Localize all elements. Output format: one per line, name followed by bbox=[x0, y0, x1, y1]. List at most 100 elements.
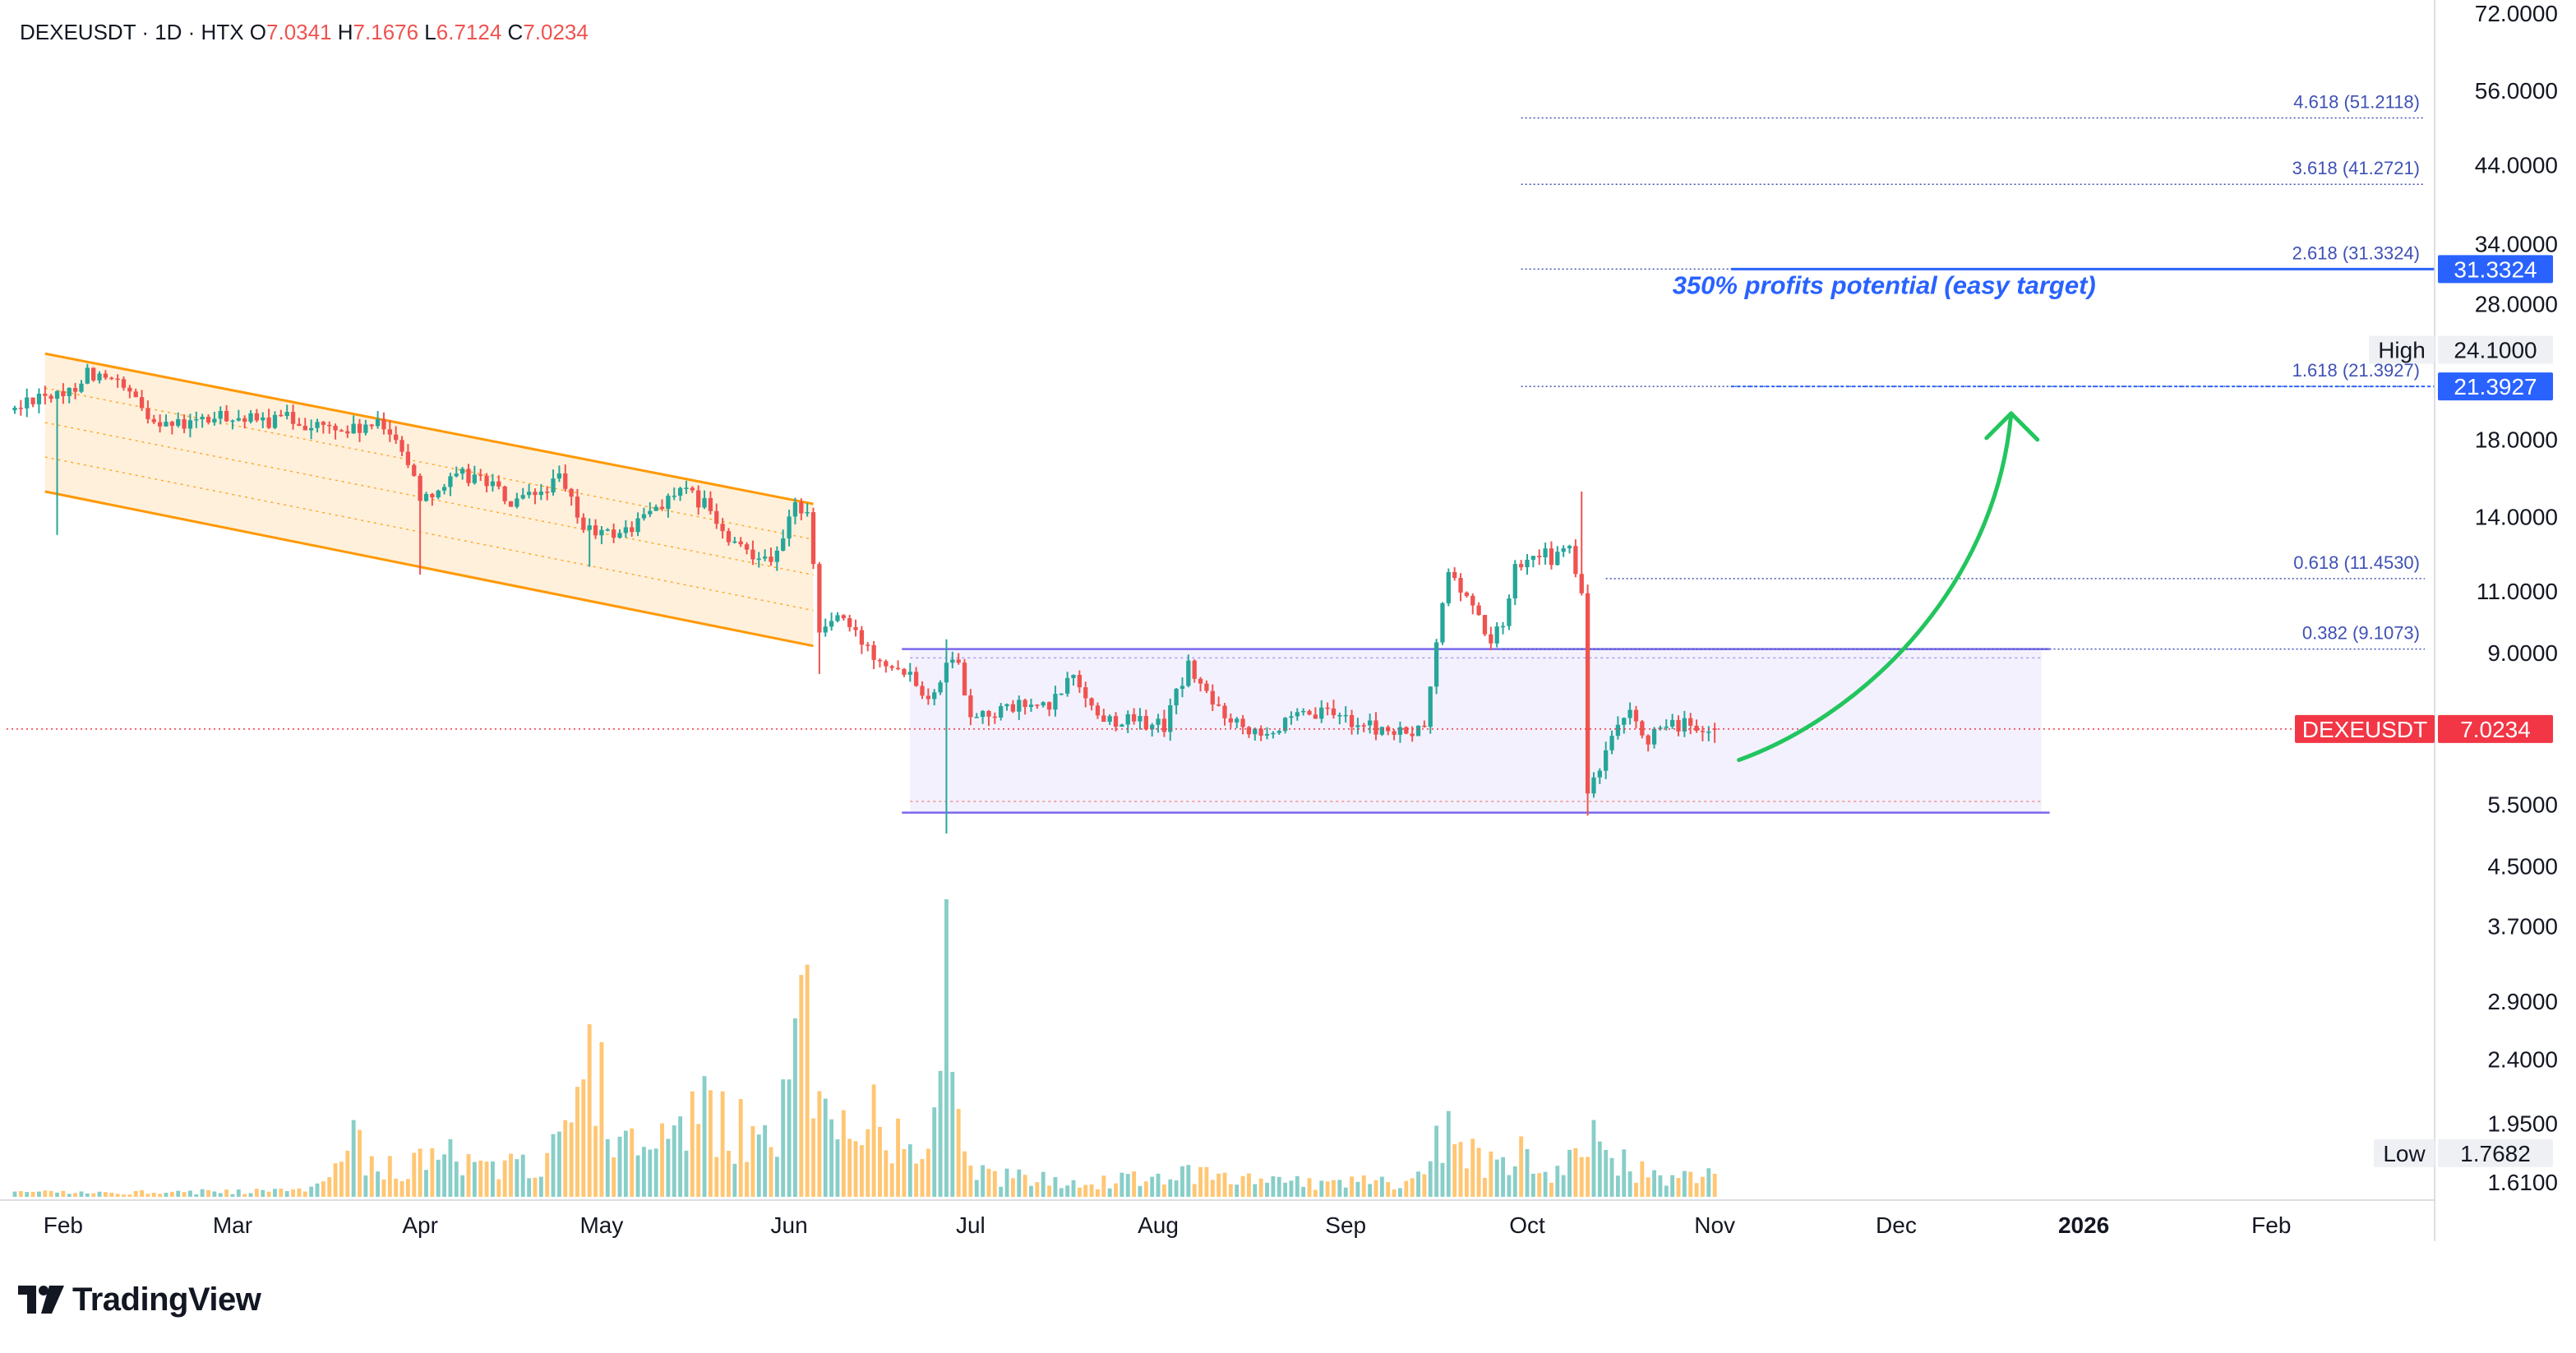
candle-body bbox=[1579, 574, 1584, 593]
volume-bar bbox=[696, 1124, 701, 1197]
candle-body bbox=[1343, 714, 1348, 717]
candle bbox=[1101, 709, 1106, 723]
volume-bar bbox=[1343, 1187, 1348, 1197]
candle bbox=[157, 414, 163, 433]
candle-body bbox=[441, 487, 447, 491]
candle-body bbox=[284, 412, 289, 416]
candle bbox=[1567, 544, 1572, 554]
candle bbox=[653, 504, 658, 511]
candle bbox=[720, 518, 725, 539]
candle bbox=[1331, 700, 1336, 719]
candle bbox=[841, 614, 846, 621]
candle bbox=[575, 488, 580, 524]
candle bbox=[605, 528, 610, 532]
volume-bar bbox=[345, 1150, 350, 1197]
volume-bar bbox=[1325, 1181, 1330, 1197]
candle-body bbox=[1646, 735, 1650, 745]
candle-body bbox=[1235, 718, 1240, 723]
candle-body bbox=[581, 517, 586, 530]
candle bbox=[714, 503, 719, 529]
candle bbox=[85, 363, 90, 385]
candle-body bbox=[1264, 733, 1270, 736]
volume-bar bbox=[907, 1144, 912, 1197]
candle bbox=[1433, 639, 1439, 695]
candle bbox=[1138, 708, 1143, 730]
candle bbox=[1712, 723, 1717, 743]
volume-bar bbox=[1258, 1178, 1263, 1197]
candle-body bbox=[799, 501, 804, 514]
volume-bar bbox=[140, 1190, 144, 1197]
candle bbox=[254, 409, 260, 423]
candle bbox=[441, 483, 447, 495]
candle-body bbox=[538, 492, 543, 496]
candle-body bbox=[1440, 603, 1445, 643]
candle-body bbox=[1537, 556, 1542, 558]
candle bbox=[1676, 715, 1681, 737]
candle-body bbox=[913, 672, 919, 686]
volume-bar bbox=[85, 1193, 90, 1197]
volume-bar bbox=[781, 1079, 786, 1197]
channel-inner-line-2 bbox=[44, 422, 814, 576]
candle-body bbox=[97, 373, 102, 381]
candle bbox=[666, 493, 671, 518]
candle bbox=[248, 409, 253, 424]
candle bbox=[1059, 693, 1064, 695]
candle bbox=[810, 507, 816, 570]
volume-bar bbox=[884, 1150, 889, 1197]
candle-body bbox=[169, 422, 175, 426]
candle bbox=[1494, 622, 1499, 648]
candle bbox=[164, 414, 169, 427]
candle bbox=[1161, 709, 1167, 737]
target-price-tag-1-bg bbox=[2438, 372, 2553, 401]
candle bbox=[169, 420, 175, 435]
candle bbox=[43, 386, 48, 405]
candle bbox=[974, 713, 979, 718]
y-tick-label-0: 72.0000 bbox=[2475, 1, 2558, 26]
candle-body bbox=[91, 367, 96, 381]
candle bbox=[545, 486, 550, 501]
candle bbox=[97, 371, 102, 384]
candle-body bbox=[847, 618, 852, 627]
candle bbox=[308, 419, 314, 440]
candle-body bbox=[327, 424, 332, 427]
candle-body bbox=[176, 419, 181, 426]
volume-layer bbox=[12, 899, 1717, 1197]
candle bbox=[1028, 698, 1034, 713]
candle-body bbox=[1228, 718, 1234, 723]
candle bbox=[448, 473, 453, 496]
candle bbox=[641, 507, 647, 521]
volume-bar bbox=[79, 1191, 84, 1197]
fib-level-label-0: 4.618 (51.2118) bbox=[2293, 91, 2420, 112]
volume-bar bbox=[133, 1190, 138, 1197]
candle bbox=[1253, 727, 1258, 741]
candle-body bbox=[1131, 713, 1137, 722]
channel-upper-line bbox=[44, 352, 814, 506]
volume-bar bbox=[430, 1148, 435, 1197]
candle bbox=[1658, 725, 1663, 731]
candle bbox=[1452, 567, 1457, 581]
candle-body bbox=[1651, 728, 1657, 745]
volume-bar bbox=[1192, 1184, 1197, 1197]
candle-body bbox=[992, 716, 997, 718]
candle-body bbox=[744, 544, 750, 550]
volume-bar bbox=[194, 1194, 199, 1197]
y-tick-label-5: 18.0000 bbox=[2475, 427, 2558, 453]
candle bbox=[774, 546, 780, 571]
candle-body bbox=[133, 391, 138, 398]
candle-body bbox=[308, 427, 314, 431]
candle-body bbox=[677, 487, 683, 496]
volume-bar bbox=[12, 1191, 17, 1197]
tradingview-brand[interactable]: TradingView bbox=[18, 1279, 261, 1320]
candle-body bbox=[1658, 727, 1663, 729]
candle bbox=[533, 488, 538, 505]
volume-bar bbox=[1519, 1136, 1524, 1197]
candle-body bbox=[454, 473, 459, 477]
candle bbox=[418, 473, 422, 575]
candle-body bbox=[1119, 724, 1124, 727]
volume-bar bbox=[1138, 1185, 1143, 1197]
candle bbox=[103, 370, 108, 381]
candle bbox=[853, 619, 858, 637]
candle bbox=[1010, 700, 1016, 713]
